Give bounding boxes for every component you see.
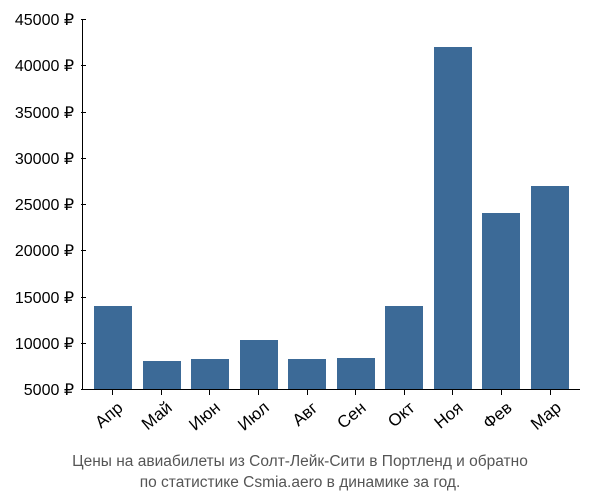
y-tick-label: 25000 ₽ [15,195,74,215]
x-tick-mark [452,390,453,395]
x-tick-wrap: Авг [282,392,331,452]
x-axis: Апр Май ИюнИюл Авг Сен Окт Ноя Фев Мар [82,392,580,452]
x-tick-wrap: Мар [525,392,574,452]
x-tick-label: Фев [479,398,516,434]
y-tick-label: 40000 ₽ [15,56,74,76]
x-tick-label: Мар [527,398,565,435]
y-tick-label: 15000 ₽ [15,288,74,308]
bar-slot [526,20,575,389]
bar [240,340,278,389]
x-tick-wrap: Июл [234,392,283,452]
bar [434,47,472,389]
chart-caption-line2: по статистике Csmia.aero в динамике за г… [0,473,600,494]
bar [531,186,569,390]
x-tick-label: Ноя [431,398,468,433]
x-tick-wrap: Окт [380,392,429,452]
x-tick-label: Июн [186,398,225,435]
x-tick-label: Окт [384,398,419,432]
bar-slot [235,20,284,389]
x-tick-wrap: Апр [88,392,137,452]
bar-slot [138,20,187,389]
x-tick-mark [355,390,356,395]
bar [143,361,181,389]
x-tick-mark [404,390,405,395]
y-tick-label: 20000 ₽ [15,241,74,261]
x-tick-mark [161,390,162,395]
y-tick-label: 10000 ₽ [15,334,74,354]
x-tick-label: Сен [334,398,371,433]
x-tick-mark [258,390,259,395]
x-tick-mark [501,390,502,395]
bar-slot [477,20,526,389]
x-tick-wrap: Ноя [428,392,477,452]
bar [482,213,520,389]
bar [191,359,229,389]
price-bar-chart: 5000 ₽ 10000 ₽ 15000 ₽ 20000 ₽ 25000 ₽ 30000 … [0,0,600,500]
x-tick-mark [550,390,551,395]
x-tick-wrap: Фев [477,392,526,452]
x-tick-mark [112,390,113,395]
plot-area [82,20,580,390]
y-axis: 5000 ₽10000 ₽15000 ₽20000 ₽25000 ₽30000 … [0,20,80,390]
bar-group [83,20,580,389]
y-tick-label: 45000 ₽ [15,10,74,30]
bar-slot [332,20,381,389]
x-tick-mark [209,390,210,395]
bar [337,358,375,389]
bar [94,306,132,389]
bar-slot [380,20,429,389]
x-tick-label: Июл [234,398,273,436]
x-tick-wrap: Сен [331,392,380,452]
y-tick-label: 30000 ₽ [15,149,74,169]
bar [288,359,326,389]
x-tick-label: Май [138,398,176,435]
bar-slot [283,20,332,389]
y-tick-label: 5000 ₽ [24,380,74,400]
chart-caption-line1: Цены на авиабилеты из Солт-Лейк-Сити в П… [0,452,600,473]
x-tick-label: Апр [92,398,128,433]
x-tick-wrap: Май [137,392,186,452]
y-tick-label: 35000 ₽ [15,103,74,123]
bar-slot [89,20,138,389]
x-tick-wrap: Июн [185,392,234,452]
x-tick-mark [307,390,308,395]
bar [385,306,423,389]
bar-slot [186,20,235,389]
x-tick-label: Авг [288,398,321,430]
bar-slot [429,20,478,389]
